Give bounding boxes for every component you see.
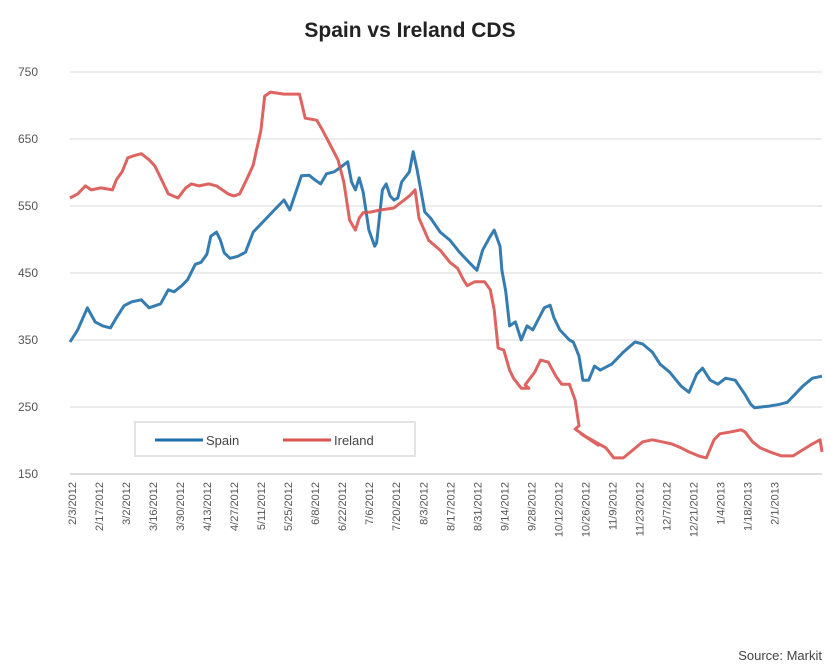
x-tick-label: 11/9/2012 bbox=[607, 482, 619, 530]
x-tick-label: 10/12/2012 bbox=[553, 482, 565, 537]
x-tick-label: 7/20/2012 bbox=[391, 482, 403, 531]
x-tick-label: 9/14/2012 bbox=[499, 482, 511, 531]
x-tick-label: 3/16/2012 bbox=[148, 482, 160, 531]
x-tick-label: 1/18/2013 bbox=[743, 482, 755, 531]
x-tick-label: 3/2/2012 bbox=[121, 482, 133, 525]
legend-label-spain: Spain bbox=[206, 433, 239, 448]
x-tick-label: 6/22/2012 bbox=[337, 482, 349, 531]
x-tick-label: 3/30/2012 bbox=[175, 482, 187, 531]
legend: Spain Ireland bbox=[134, 421, 416, 457]
x-tick-label: 2/3/2012 bbox=[67, 482, 79, 525]
source-note: Source: Markit bbox=[738, 648, 822, 663]
x-tick-label: 2/17/2012 bbox=[94, 482, 106, 531]
y-tick-label: 650 bbox=[18, 132, 38, 146]
x-tick-label: 2/1/2013 bbox=[770, 482, 782, 525]
y-tick-label: 350 bbox=[18, 333, 38, 347]
x-tick-label: 6/8/2012 bbox=[310, 482, 322, 525]
x-tick-label: 8/31/2012 bbox=[472, 482, 484, 531]
plot-area bbox=[68, 90, 824, 460]
chart-title: Spain vs Ireland CDS bbox=[304, 19, 515, 42]
y-tick-label: 450 bbox=[18, 266, 38, 280]
legend-label-ireland: Ireland bbox=[334, 433, 374, 448]
gridlines bbox=[70, 71, 822, 475]
y-tick-label: 150 bbox=[18, 467, 38, 481]
x-tick-label: 4/27/2012 bbox=[229, 482, 241, 531]
y-tick-label: 550 bbox=[18, 199, 38, 213]
x-axis: 2/3/2012 2/17/2012 3/2/2012 3/16/2012 3/30/2… bbox=[67, 482, 782, 537]
x-tick-label: 12/7/2012 bbox=[661, 482, 673, 531]
x-tick-label: 8/3/2012 bbox=[418, 482, 430, 525]
series-line-spain bbox=[68, 150, 823, 410]
x-tick-label: 5/25/2012 bbox=[283, 482, 295, 531]
x-tick-label: 7/6/2012 bbox=[364, 482, 376, 525]
x-tick-label: 10/26/2012 bbox=[580, 482, 592, 537]
y-tick-label: 750 bbox=[18, 65, 38, 79]
y-tick-label: 250 bbox=[18, 400, 38, 414]
x-tick-label: 1/4/2013 bbox=[715, 482, 727, 525]
y-axis: 150 250 350 450 550 650 750 bbox=[18, 65, 38, 481]
x-tick-label: 8/17/2012 bbox=[445, 482, 457, 531]
series-line-ireland bbox=[69, 90, 824, 460]
x-tick-label: 12/21/2012 bbox=[688, 482, 700, 537]
x-tick-label: 11/23/2012 bbox=[634, 482, 646, 536]
x-tick-label: 5/11/2012 bbox=[256, 482, 268, 530]
x-tick-label: 9/28/2012 bbox=[526, 482, 538, 531]
x-tick-label: 4/13/2012 bbox=[202, 482, 214, 531]
